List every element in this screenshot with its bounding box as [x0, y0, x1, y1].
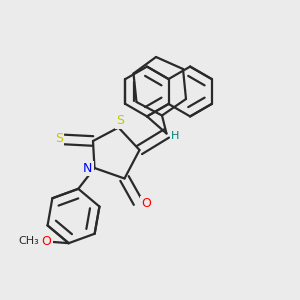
Text: S: S	[117, 114, 124, 128]
Text: O: O	[142, 197, 151, 210]
Text: S: S	[55, 132, 63, 145]
Text: O: O	[41, 235, 51, 248]
Text: N: N	[83, 162, 93, 175]
Text: CH₃: CH₃	[18, 236, 39, 246]
Text: H: H	[171, 131, 180, 141]
